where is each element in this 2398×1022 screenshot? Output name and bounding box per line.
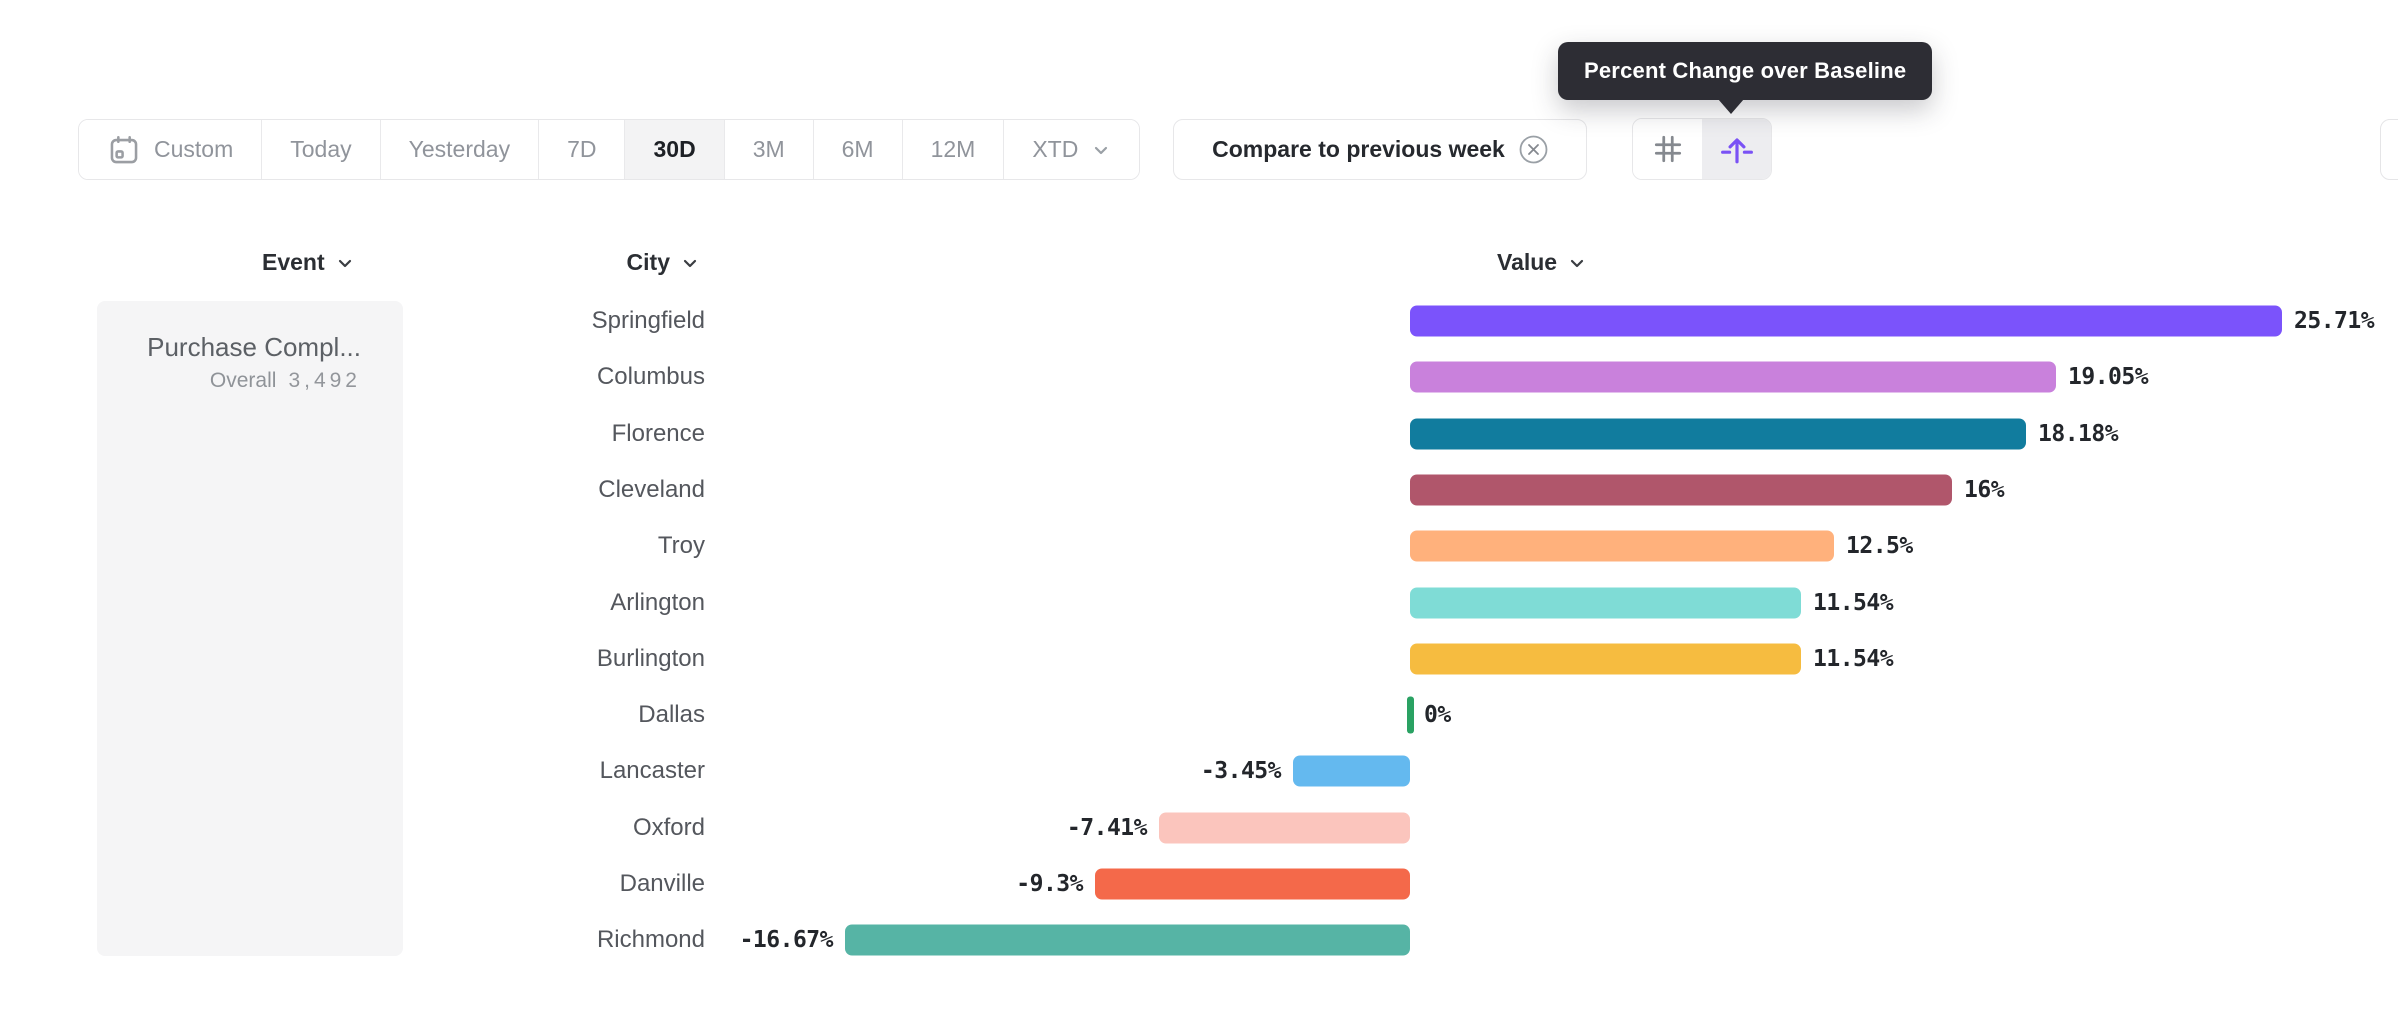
overall-value: 3,492 <box>288 369 361 392</box>
chart-row-oxford: Oxford -7.41% <box>0 800 2398 856</box>
baseline-arrow-icon <box>1720 132 1754 166</box>
date-range-custom[interactable]: Custom <box>79 120 262 179</box>
view-toggle <box>1632 118 1772 180</box>
bar-richmond[interactable] <box>845 924 1410 956</box>
date-range-label: 3M <box>752 136 785 162</box>
city-label: Columbus <box>596 363 705 391</box>
event-header-label: Event <box>262 249 325 275</box>
date-range-yesterday[interactable]: Yesterday <box>379 120 539 179</box>
bar-springfield[interactable] <box>1410 305 2282 337</box>
chevron-down-icon <box>680 253 700 273</box>
value-label: 11.54% <box>1813 645 1894 672</box>
chevron-down-icon <box>1567 253 1587 273</box>
chevron-down-icon <box>335 253 355 273</box>
calendar-icon <box>110 135 138 163</box>
bar-arlington[interactable] <box>1410 587 1801 618</box>
event-panel[interactable]: Purchase Compl... Overall 3,492 <box>97 301 403 956</box>
tooltip-arrow <box>1718 99 1744 114</box>
chart-row-richmond: Richmond -16.67% <box>0 912 2398 968</box>
date-range-xtd[interactable]: XTD <box>1003 120 1140 179</box>
value-label: 12.5% <box>1846 533 1913 560</box>
city-label: Danville <box>619 870 705 897</box>
tooltip-text: Percent Change over Baseline <box>1584 58 1907 83</box>
value-header-label: Value <box>1497 249 1558 275</box>
date-range-label: XTD <box>1032 136 1079 162</box>
bar-danville[interactable] <box>1095 868 1410 900</box>
city-label: Florence <box>611 419 705 447</box>
date-range-today[interactable]: Today <box>261 120 380 179</box>
bar-cleveland[interactable] <box>1410 474 1952 506</box>
chart-row-florence: Florence 18.18% <box>0 406 2398 462</box>
bar-burlington[interactable] <box>1410 643 1801 675</box>
city-label: Springfield <box>591 307 705 334</box>
city-label: Oxford <box>632 813 705 841</box>
value-label: 25.71% <box>2294 308 2375 334</box>
event-overall: Overall 3,492 <box>117 369 361 393</box>
percent-baseline-view-button[interactable] <box>1702 119 1771 179</box>
remove-compare-icon[interactable] <box>1519 135 1548 164</box>
bar-oxford[interactable] <box>1159 812 1410 844</box>
value-label: 11.54% <box>1813 589 1894 616</box>
date-range-label: Yesterday <box>408 136 511 162</box>
date-range-label: Today <box>290 136 352 162</box>
overall-label: Overall <box>209 369 277 392</box>
city-label: Troy <box>657 532 705 560</box>
value-label: -7.41% <box>1066 814 1148 841</box>
date-range-12m[interactable]: 12M <box>901 120 1004 179</box>
date-range-6m[interactable]: 6M <box>812 120 902 179</box>
date-range-label: 12M <box>930 136 976 162</box>
chart-row-danville: Danville -9.3% <box>0 856 2398 912</box>
bar-florence[interactable] <box>1410 418 2026 450</box>
date-range-3m[interactable]: 3M <box>723 120 813 179</box>
bar-columbus[interactable] <box>1410 361 2056 393</box>
city-label: Dallas <box>638 701 705 729</box>
compare-button[interactable]: Compare to previous week <box>1173 119 1587 180</box>
value-label: -9.3% <box>1016 871 1083 897</box>
value-label: 19.05% <box>2068 364 2149 391</box>
date-range-label: 30D <box>653 136 696 162</box>
hash-view-button[interactable] <box>1633 119 1702 179</box>
chart-row-columbus: Columbus 19.05% <box>0 349 2398 405</box>
city-label: Cleveland <box>598 475 705 503</box>
bar-dallas[interactable] <box>1407 696 1414 734</box>
date-range-label: Custom <box>154 136 234 162</box>
tooltip: Percent Change over Baseline <box>1558 42 1933 114</box>
chart-row-dallas: Dallas 0% <box>0 687 2398 743</box>
date-range-label: 6M <box>841 136 874 162</box>
date-range-7d[interactable]: 7D <box>538 120 625 179</box>
chart-row-burlington: Burlington 11.54% <box>0 631 2398 687</box>
value-label: 0% <box>1424 702 1451 729</box>
city-header-label: City <box>626 249 670 275</box>
event-name: Purchase Compl... <box>147 332 361 362</box>
city-label: Arlington <box>610 588 705 616</box>
date-range-control: Custom Today Yesterday 7D 30D 3M 6M 12M XTD <box>78 119 1141 180</box>
bar-troy[interactable] <box>1410 530 1834 562</box>
hash-icon <box>1651 132 1685 166</box>
value-label: -3.45% <box>1200 758 1282 785</box>
chart-row-cleveland: Cleveland 16% <box>0 462 2398 518</box>
column-header-event[interactable]: Event <box>262 249 355 276</box>
chart-row-arlington: Arlington 11.54% <box>0 575 2398 631</box>
city-label: Richmond <box>596 926 705 954</box>
bar-lancaster[interactable] <box>1293 755 1410 787</box>
value-label: -16.67% <box>739 927 834 954</box>
compare-label: Compare to previous week <box>1212 136 1505 162</box>
chart-row-troy: Troy 12.5% <box>0 518 2398 574</box>
partial-button[interactable] <box>2380 119 2398 180</box>
column-header-city[interactable]: City <box>627 249 700 276</box>
city-label: Lancaster <box>599 757 705 785</box>
value-label: 16% <box>1964 476 2005 503</box>
column-header-value[interactable]: Value <box>1497 249 1587 276</box>
value-label: 18.18% <box>2038 420 2119 447</box>
chart-row-springfield: Springfield 25.71% <box>0 293 2398 349</box>
chevron-down-icon <box>1095 146 1108 154</box>
chart-row-lancaster: Lancaster -3.45% <box>0 743 2398 799</box>
date-range-label: 7D <box>567 136 597 162</box>
date-range-30d[interactable]: 30D <box>624 120 724 179</box>
city-label: Burlington <box>596 644 705 672</box>
bar-chart: Springfield 25.71% Columbus 19.05% Florence 1… <box>0 293 2398 973</box>
